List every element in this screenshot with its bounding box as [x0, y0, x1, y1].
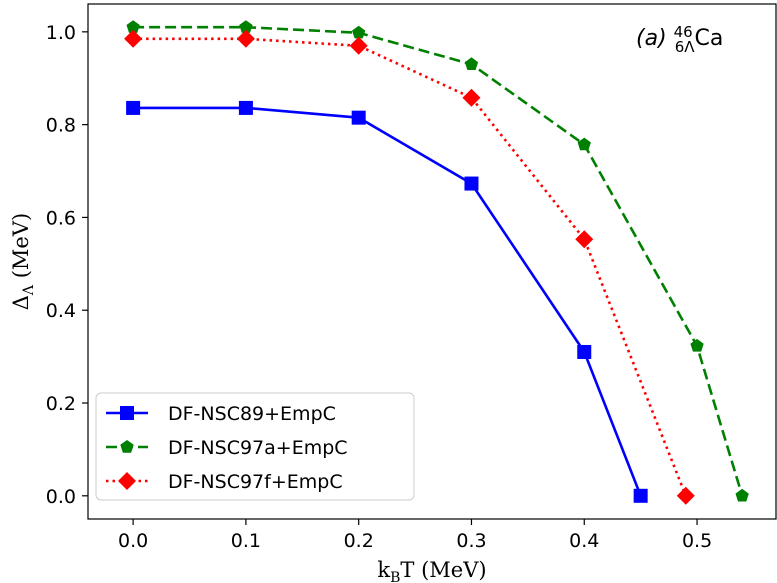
series-line: [133, 106, 642, 497]
y-tick-label: 0.8: [46, 115, 76, 137]
legend-label: DF-NSC97f+EmpC: [168, 471, 343, 493]
data-point: [351, 110, 366, 125]
legend-label: DF-NSC89+EmpC: [168, 403, 336, 425]
x-tick-label: 0.5: [682, 530, 712, 552]
legend-label: DF-NSC97a+EmpC: [168, 437, 348, 459]
legend: DF-NSC89+EmpC DF-NSC97a+EmpC DF-NSC97f+Emp…: [95, 392, 415, 501]
y-tick-label: 1.0: [46, 22, 76, 44]
legend-marker: [120, 440, 134, 453]
legend-entry: DF-NSC89+EmpC: [106, 403, 336, 425]
series-2: [124, 29, 695, 505]
series-1: [126, 20, 749, 502]
ticks-layer: 0.0 0.1 0.2 0.3 0.4 0.5 0.0 0.2 0.4 0.6 0.8 1.0: [46, 22, 712, 552]
x-tick-label: 0.3: [456, 530, 486, 552]
annotation-element: Ca: [695, 26, 724, 51]
annotation-mass: 46: [674, 23, 693, 41]
y-axis-label-main: Δ: [9, 295, 33, 310]
x-tick-label: 0.4: [569, 530, 599, 552]
data-point: [126, 100, 141, 115]
data-point: [352, 25, 366, 39]
data-point: [690, 338, 704, 352]
y-tick-label: 0.2: [46, 393, 76, 415]
data-point: [575, 230, 594, 249]
x-axis-label: kBT (MeV): [377, 558, 486, 583]
data-point: [462, 88, 481, 107]
x-axis-label-sub: B: [390, 570, 400, 583]
y-tick-label: 0.0: [46, 486, 76, 508]
y-axis-label: ΔΛ (MeV): [9, 213, 37, 310]
x-axis-label-main: k: [377, 558, 390, 582]
data-point: [676, 486, 695, 505]
legend-marker: [120, 406, 134, 420]
x-tick-label: 0.0: [118, 530, 148, 552]
annotation-label: (a) 46 6ΛCa: [636, 23, 723, 56]
annotation-sub: 6Λ: [675, 38, 696, 56]
y-tick-label: 0.6: [46, 207, 76, 229]
series-layer: [124, 20, 749, 505]
legend-entry: DF-NSC97a+EmpC: [106, 437, 348, 459]
data-point: [464, 176, 479, 191]
legend-entry: DF-NSC97f+EmpC: [106, 471, 343, 493]
series-line: [133, 37, 688, 497]
legend-box: [95, 392, 415, 501]
y-tick-label: 0.4: [46, 300, 76, 322]
legend-marker: [118, 472, 136, 490]
data-point: [464, 57, 479, 70]
data-point: [577, 344, 592, 359]
annotation-prefix: (a): [636, 26, 674, 51]
data-point: [124, 29, 143, 48]
y-axis-label-sub: Λ: [21, 284, 37, 296]
plot-frame: [87, 3, 777, 520]
data-point: [239, 20, 253, 33]
x-axis-label-rest: T (MeV): [400, 558, 486, 582]
y-axis-label-rest: (MeV): [9, 213, 33, 285]
x-tick-label: 0.2: [344, 530, 374, 552]
data-point: [577, 137, 591, 151]
data-point: [236, 29, 255, 48]
data-point: [735, 488, 749, 502]
data-point: [238, 100, 253, 115]
data-point: [633, 488, 648, 503]
data-point: [349, 36, 368, 55]
series-0: [126, 100, 648, 503]
data-point: [126, 20, 140, 33]
x-tick-label: 0.1: [231, 530, 261, 552]
